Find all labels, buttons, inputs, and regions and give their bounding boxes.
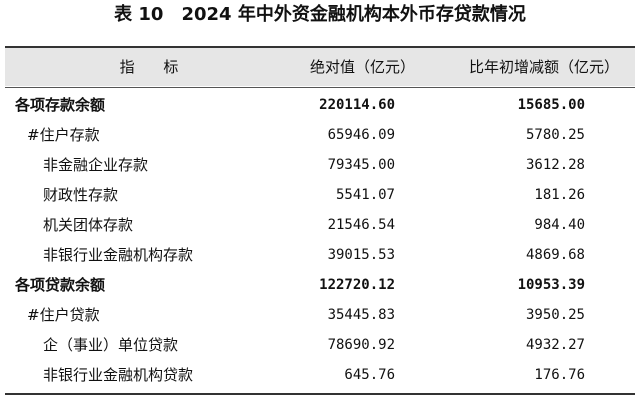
table-caption: 2024 年中外资金融机构本外币存贷款情况 bbox=[181, 4, 526, 25]
row-value: 65946.09 bbox=[327, 127, 395, 143]
row-label: 非银行业金融机构贷款 bbox=[43, 366, 194, 384]
row-value: 78690.92 bbox=[327, 337, 395, 353]
table-row: 非金融企业存款 79345.00 3612.28 bbox=[5, 150, 635, 180]
row-label: #住户存款 bbox=[27, 126, 100, 144]
row-change: 4869.68 bbox=[525, 247, 585, 263]
row-label: 各项贷款余额 bbox=[15, 276, 106, 294]
row-change: 5780.25 bbox=[525, 127, 585, 143]
row-label: #住户贷款 bbox=[27, 306, 100, 324]
row-label: 非金融企业存款 bbox=[43, 156, 149, 174]
row-change: 4932.27 bbox=[525, 337, 585, 353]
row-value: 39015.53 bbox=[327, 247, 395, 263]
header-absolute-value: 绝对值（亿元） bbox=[309, 58, 415, 76]
table-row: #住户贷款 35445.83 3950.25 bbox=[5, 300, 635, 330]
header-indicator: 指 标 bbox=[119, 58, 191, 76]
row-value: 35445.83 bbox=[327, 307, 395, 323]
row-value: 21546.54 bbox=[327, 217, 395, 233]
table-row: 企（事业）单位贷款 78690.92 4932.27 bbox=[5, 330, 635, 360]
row-label: 机关团体存款 bbox=[43, 216, 134, 234]
row-value: 220114.60 bbox=[319, 97, 395, 113]
row-label: 财政性存款 bbox=[43, 186, 119, 204]
row-value: 5541.07 bbox=[335, 187, 395, 203]
table-row: 财政性存款 5541.07 181.26 bbox=[5, 180, 635, 210]
row-change: 10953.39 bbox=[517, 277, 585, 293]
table-body: 各项存款余额 220114.60 15685.00 #住户存款 65946.09… bbox=[5, 90, 635, 390]
row-value: 645.76 bbox=[344, 367, 395, 383]
table-number: 表 10 bbox=[114, 4, 164, 25]
row-value: 79345.00 bbox=[327, 157, 395, 173]
table-header: 指 标 绝对值（亿元） 比年初增减额（亿元） bbox=[5, 48, 635, 86]
row-value: 122720.12 bbox=[319, 277, 395, 293]
row-label: 企（事业）单位贷款 bbox=[43, 336, 179, 354]
bottom-rule bbox=[5, 393, 635, 395]
row-label: 非银行业金融机构存款 bbox=[43, 246, 194, 264]
row-label: 各项存款余额 bbox=[15, 96, 106, 114]
table-row: 非银行业金融机构存款 39015.53 4869.68 bbox=[5, 240, 635, 270]
top-rule bbox=[5, 46, 635, 48]
header-change-from-year-start: 比年初增减额（亿元） bbox=[468, 58, 619, 76]
table-row: 各项贷款余额 122720.12 10953.39 bbox=[5, 270, 635, 300]
table-row: 机关团体存款 21546.54 984.40 bbox=[5, 210, 635, 240]
row-change: 984.40 bbox=[534, 217, 585, 233]
table-row: 各项存款余额 220114.60 15685.00 bbox=[5, 90, 635, 120]
table-row: 非银行业金融机构贷款 645.76 176.76 bbox=[5, 360, 635, 390]
row-change: 3950.25 bbox=[525, 307, 585, 323]
row-change: 181.26 bbox=[534, 187, 585, 203]
row-change: 3612.28 bbox=[525, 157, 585, 173]
row-change: 176.76 bbox=[534, 367, 585, 383]
table-row: #住户存款 65946.09 5780.25 bbox=[5, 120, 635, 150]
table-title: 表 10 2024 年中外资金融机构本外币存贷款情况 bbox=[0, 2, 640, 28]
row-change: 15685.00 bbox=[517, 97, 585, 113]
header-rule bbox=[5, 87, 635, 88]
